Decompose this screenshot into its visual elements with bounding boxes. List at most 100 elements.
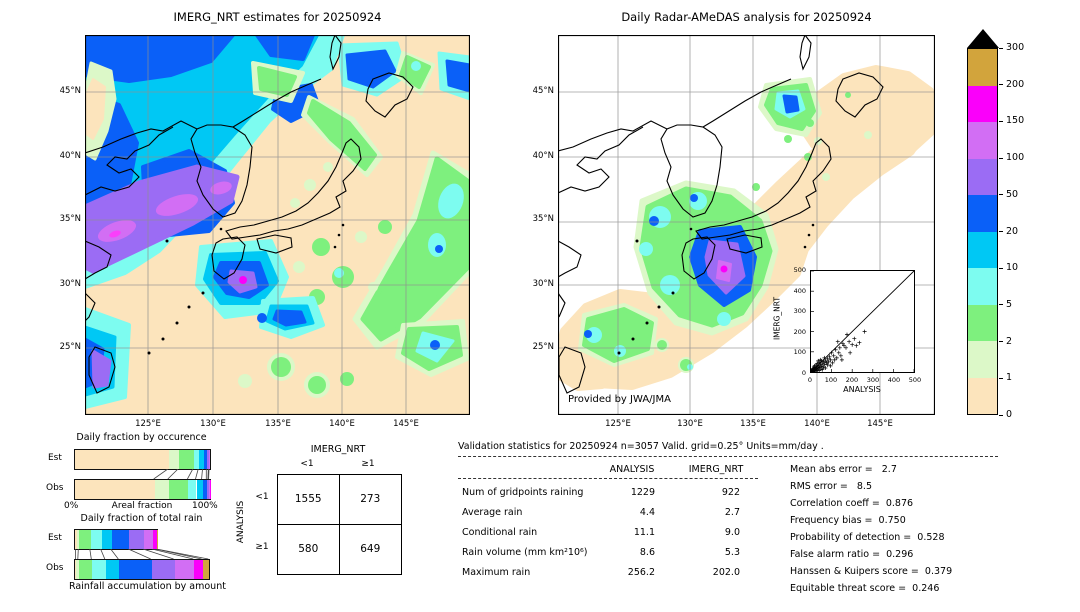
validation-analysis-value: 4.4 xyxy=(639,507,655,518)
validation-title: Validation statistics for 20250924 n=305… xyxy=(458,441,824,452)
score-mean-abs-error: Mean abs error = 2.7 xyxy=(790,464,897,475)
contingency-row-label-lt1: <1 xyxy=(255,492,269,502)
inset-ytick-label: 200 xyxy=(793,327,806,336)
colorbar-tick xyxy=(999,120,1003,122)
bar-segment-purple xyxy=(207,450,210,469)
bar-segment-wheat xyxy=(75,530,77,549)
right-map-border xyxy=(558,35,935,415)
contingency-col-label-lt1: <1 xyxy=(300,459,314,469)
bar-segment-aqua xyxy=(188,480,197,499)
left-map-lon-label: 130°E xyxy=(200,419,226,429)
colorbar-tick xyxy=(999,231,1003,232)
bar-segment-palegreen xyxy=(154,480,169,499)
contingency-cell-hit-dry: 1555 xyxy=(278,475,340,525)
colorbar-tick-label: 2 xyxy=(1006,335,1013,347)
bar-segment-wheat xyxy=(75,480,155,499)
colorbar-tick xyxy=(999,304,1003,306)
colorbar-cell-cyan xyxy=(968,231,997,268)
right-map-lon-label: 135°E xyxy=(740,419,766,429)
score-rms-error: RMS error = 8.5 xyxy=(790,481,872,492)
colorbar xyxy=(967,48,998,415)
bar-segment-cyan xyxy=(101,530,112,549)
colorbar-cell-purple xyxy=(968,158,997,195)
validation-imerg-value: 5.3 xyxy=(724,547,740,558)
colorbar-tick-label: 50 xyxy=(1006,188,1019,200)
right-map-lon-label: 140°E xyxy=(804,419,830,429)
bar-segment-magenta xyxy=(152,530,157,549)
bar-segment-blue xyxy=(119,560,152,579)
bar-segment-orchid xyxy=(209,450,210,469)
colorbar-tick xyxy=(999,377,1003,379)
bar-segment-gold xyxy=(156,530,158,549)
validation-col-analysis: ANALYSIS xyxy=(609,464,655,475)
validation-col-imerg: IMERG_NRT xyxy=(688,464,744,475)
bar-segment-magenta xyxy=(194,560,203,579)
inset-xlabel: ANALYSIS xyxy=(843,385,881,394)
right-map-lat-label: 30°N xyxy=(532,279,554,289)
colorbar-tick-label: 200 xyxy=(1006,78,1025,90)
inset-ytick-label: 400 xyxy=(793,286,806,295)
bar-segment-purple xyxy=(207,480,209,499)
left-map-lat-label: 25°N xyxy=(59,342,81,352)
validation-header-rule xyxy=(458,478,758,479)
occurrence-bar-obs xyxy=(74,479,211,500)
bar-segment-purple xyxy=(129,530,145,549)
bar-segment-cyan xyxy=(196,480,203,499)
totalrain-bar-obs xyxy=(74,559,211,580)
totalrain-row-label-obs: Obs xyxy=(46,563,64,573)
left-map-coastlines xyxy=(85,35,414,394)
contingency-col-label-ge1: ≥1 xyxy=(361,459,375,469)
colorbar-tick xyxy=(999,267,1003,269)
right-map-title: Daily Radar-AMeDAS analysis for 20250924 xyxy=(621,10,872,24)
bar-segment-aqua xyxy=(90,530,102,549)
totalrain-row-label-est: Est xyxy=(48,533,62,543)
colorbar-tick-label: 1 xyxy=(1006,372,1013,384)
inset-xtick-label: 0 xyxy=(807,376,813,384)
score-ets: Equitable threat score = 0.246 xyxy=(790,583,940,594)
left-map-lat-label: 30°N xyxy=(59,279,81,289)
score-hk: Hanssen & Kuipers score = 0.379 xyxy=(790,566,953,577)
left-map-lon-label: 125°E xyxy=(135,419,161,429)
totalrain-connectors xyxy=(75,549,209,559)
bar-segment-palegreen xyxy=(76,560,79,579)
validation-imerg-value: 2.7 xyxy=(724,507,740,518)
colorbar-tick xyxy=(999,414,1003,416)
inset-xtick-label: 400 xyxy=(887,376,901,384)
inset-ytick-label: 300 xyxy=(793,307,806,316)
map-credit: Provided by JWA/JMA xyxy=(568,394,671,405)
colorbar-cell-blue xyxy=(968,195,997,232)
occurrence-bar-est xyxy=(74,449,211,470)
left-map xyxy=(85,35,470,415)
bar-segment-blue xyxy=(111,530,130,549)
validation-analysis-value: 256.2 xyxy=(627,567,655,578)
inset-scatter-canvas xyxy=(811,271,914,372)
totalrain-caption: Rainfall accumulation by amount xyxy=(69,581,226,592)
validation-row-label: Average rain xyxy=(462,507,523,518)
contingency-cell-false-alarm: 273 xyxy=(339,475,401,525)
bar-segment-purple xyxy=(151,560,175,579)
inset-scatter-plot xyxy=(810,270,915,373)
inset-ytick-label: 0 xyxy=(801,369,806,377)
colorbar-tick-label: 300 xyxy=(1006,42,1025,53)
inset-ytick-label: 100 xyxy=(793,348,806,357)
left-map-border xyxy=(85,35,470,415)
right-map-lon-label: 145°E xyxy=(867,419,893,429)
bar-segment-orchid xyxy=(208,480,210,499)
totalrain-title: Daily fraction of total rain xyxy=(80,513,203,524)
validation-analysis-value: 11.1 xyxy=(633,527,655,538)
colorbar-cell-magenta xyxy=(968,85,997,122)
bar-segment-wheat xyxy=(75,450,169,469)
inset-ylabel: IMERG_NRT xyxy=(772,296,782,341)
colorbar-cell-orchid xyxy=(968,122,997,159)
left-map-gridlines xyxy=(85,35,470,415)
contingency-row-label-ge1: ≥1 xyxy=(255,542,269,552)
colorbar-tick-label: 10 xyxy=(1006,262,1019,274)
bar-segment-blue xyxy=(203,450,208,469)
left-map-lon-label: 140°E xyxy=(329,419,355,429)
left-map-title: IMERG_NRT estimates for 20250924 xyxy=(173,10,382,24)
right-map-lat-label: 25°N xyxy=(532,342,554,352)
colorbar-tick-label: 0 xyxy=(1006,409,1013,420)
colorbar-tick-label: 20 xyxy=(1006,225,1019,237)
colorbar-cell-wheat xyxy=(968,377,997,414)
contingency-row-group: ANALYSIS xyxy=(236,500,246,544)
